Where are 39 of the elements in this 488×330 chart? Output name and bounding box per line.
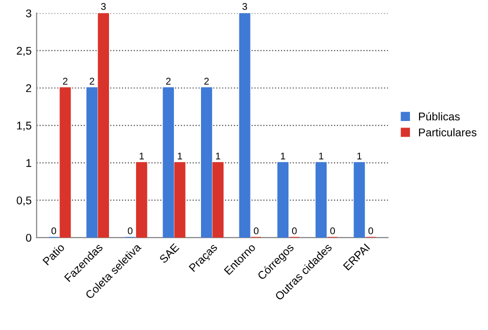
data-label: 2 [90,78,94,85]
bar [162,87,174,238]
y-tick-label: 1 [26,159,32,167]
y-tick-label: 3 [26,9,32,18]
bar [212,162,224,238]
bar [200,87,212,238]
data-label: 2 [166,78,171,85]
data-label: 1 [140,152,144,160]
data-label: 2 [204,78,209,85]
y-tick-label: 2,5 [16,46,32,56]
data-label: 0 [292,227,297,234]
bar [98,13,109,238]
y-tick-label: 0 [26,234,32,242]
bar [354,162,365,238]
y-tick-label: 0,5 [16,196,32,206]
legend-label: Públicas [419,112,460,120]
data-label: 0 [254,227,259,234]
data-label: 1 [178,152,182,160]
bar [136,162,148,238]
data-label: 0 [51,227,56,234]
y-tick-label: 1,5 [17,122,32,131]
bar [86,87,98,238]
data-label: 3 [242,3,248,10]
bar [174,162,186,238]
bar [277,162,288,238]
legend-label: Particulares [419,128,476,136]
data-label: 2 [63,78,68,85]
data-label: 0 [128,227,132,234]
y-tick-label: 2 [26,84,32,92]
bar [239,13,250,238]
data-label: 1 [280,152,286,160]
data-label: 1 [319,152,324,160]
data-label: 3 [101,3,106,10]
bar [60,87,71,238]
data-label: 1 [216,152,220,160]
bar [316,162,327,238]
data-label: 0 [330,227,335,234]
data-label: 0 [368,227,374,234]
data-label: 1 [357,152,362,160]
